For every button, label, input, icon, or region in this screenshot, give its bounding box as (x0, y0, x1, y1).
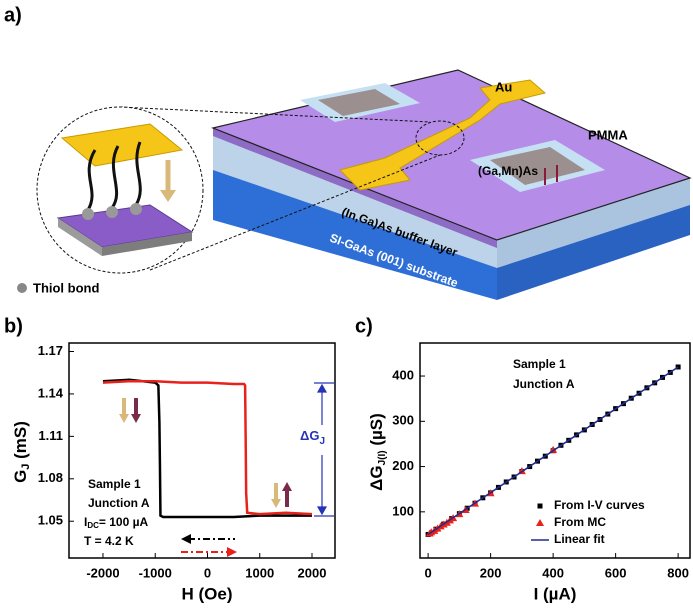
series-line (102, 378, 313, 519)
y-tick-label: 1.11 (38, 428, 63, 443)
series-line (427, 366, 679, 536)
panel-label: c) (355, 315, 373, 337)
plot-frame (68, 342, 336, 559)
annotation-sub: J (319, 436, 325, 447)
annotation: Junction A (88, 496, 150, 510)
zoom-line (149, 154, 441, 271)
y-axis-label-unit: (µS) (367, 413, 386, 450)
x-tick-label: 600 (605, 565, 627, 580)
legend-label: From MC (554, 515, 606, 529)
ga-mn-as-pad (490, 147, 585, 185)
bracket-arrow (316, 383, 328, 393)
y-tick-label: 1.17 (38, 343, 63, 358)
inset-device-side (58, 218, 102, 256)
inset-arrow (160, 190, 176, 202)
x-tick-label: 200 (480, 565, 502, 580)
delta-bracket (314, 382, 334, 517)
annotation: Junction A (513, 377, 575, 391)
thiol-legend-dot (17, 283, 27, 293)
sweep-arrow (227, 547, 237, 557)
buffer-side (497, 178, 690, 268)
annotation-sub: DC (87, 521, 99, 530)
x-tick-label: 0 (425, 565, 432, 580)
y-tick-label: 200 (392, 458, 414, 473)
x-tick-label: 400 (542, 565, 564, 580)
bracket-arrow (316, 506, 328, 516)
diagram-label: Thiol bond (33, 280, 99, 295)
legend-label: From I-V curves (554, 498, 645, 512)
y-axis-label: ΔGJ(I) (µS) (367, 413, 387, 491)
diagram-label: PMMA (588, 127, 628, 142)
plot-frame (419, 342, 691, 559)
y-tick-label: 1.14 (38, 385, 64, 400)
x-tick-label: 1000 (245, 565, 274, 580)
y-tick-label: 1.08 (38, 470, 63, 485)
device-schematic: Thiol bond Au PMMA (Ga,Mn)As (In,Ga)As b… (17, 69, 692, 300)
inset-molecules (86, 141, 142, 211)
legend-label: Linear fit (554, 532, 605, 546)
field-arrow (271, 499, 281, 508)
y-tick-label: 100 (392, 503, 414, 518)
field-arrow (131, 414, 141, 423)
annotation: T = 4.2 K (84, 534, 134, 548)
y-axis-label-main: G (11, 470, 30, 483)
y-tick-label: 300 (392, 413, 414, 428)
diagram-label: Au (495, 79, 512, 94)
x-tick-label: -1000 (139, 565, 172, 580)
inset-thiol (106, 206, 118, 218)
inset-thiol (82, 208, 94, 220)
field-arrows (119, 398, 292, 557)
annotation-main: ΔG (300, 428, 319, 443)
y-tick-label: 1.05 (38, 513, 63, 528)
x-tick-label: 2000 (298, 565, 327, 580)
pmma-side (213, 128, 497, 248)
x-tick-label: 800 (667, 565, 689, 580)
annotation: ΔGJ (300, 428, 325, 446)
x-axis-label: H (Oe) (182, 584, 233, 603)
x-tick-label: -2000 (86, 565, 119, 580)
ga-mn-as-pad (318, 89, 400, 116)
annotation-rest: = 100 µA (99, 515, 149, 529)
annotation: Sample 1 (513, 357, 566, 371)
sweep-arrow (181, 534, 191, 544)
field-arrow (119, 414, 129, 423)
x-tick-label: 0 (204, 565, 211, 580)
panel-label: a) (4, 4, 22, 26)
zoom-line (119, 106, 431, 123)
panel-label: b) (4, 315, 23, 337)
y-axis-label: GJ (mS) (11, 421, 31, 483)
annotation: Sample 1 (88, 477, 141, 491)
au-electrode (339, 79, 547, 191)
annotation: IDC= 100 µA (84, 515, 149, 530)
field-arrow (282, 482, 292, 491)
inset-thiol (130, 203, 142, 215)
y-axis-label-sub: J(I) (377, 450, 388, 465)
data-point (549, 445, 558, 453)
y-axis-label-sub: J (20, 464, 32, 470)
legend-marker (537, 503, 543, 509)
y-axis-label-main: ΔG (367, 465, 386, 490)
y-tick-label: 400 (392, 367, 414, 382)
x-axis-label: I (µA) (534, 584, 577, 603)
diagram-label: (Ga,Mn)As (478, 164, 538, 178)
y-axis-label-unit: (mS) (11, 421, 30, 464)
inset-device-side (102, 232, 192, 256)
annotation-main: I (84, 515, 87, 529)
series-line (102, 379, 313, 516)
legend-marker (536, 519, 544, 526)
